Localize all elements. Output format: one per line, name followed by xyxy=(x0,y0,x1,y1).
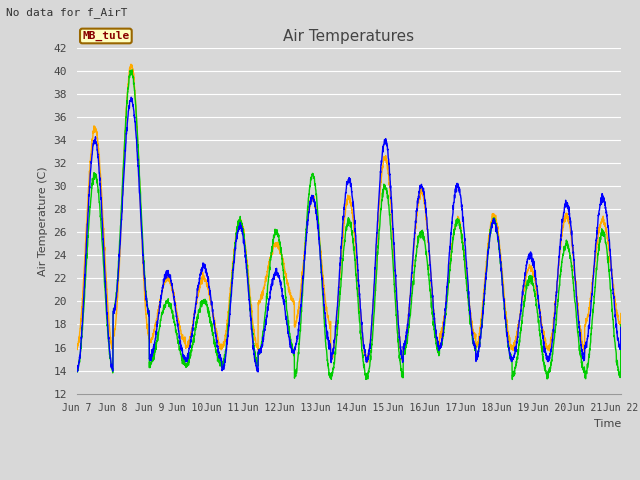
X-axis label: Time: Time xyxy=(593,419,621,429)
Title: Air Temperatures: Air Temperatures xyxy=(284,29,414,44)
Text: MB_tule: MB_tule xyxy=(82,31,129,41)
Legend: li75_t, li77_temp, Tsonic: li75_t, li77_temp, Tsonic xyxy=(214,476,484,480)
Y-axis label: Air Temperature (C): Air Temperature (C) xyxy=(38,166,48,276)
Text: No data for f_AirT: No data for f_AirT xyxy=(6,7,128,18)
